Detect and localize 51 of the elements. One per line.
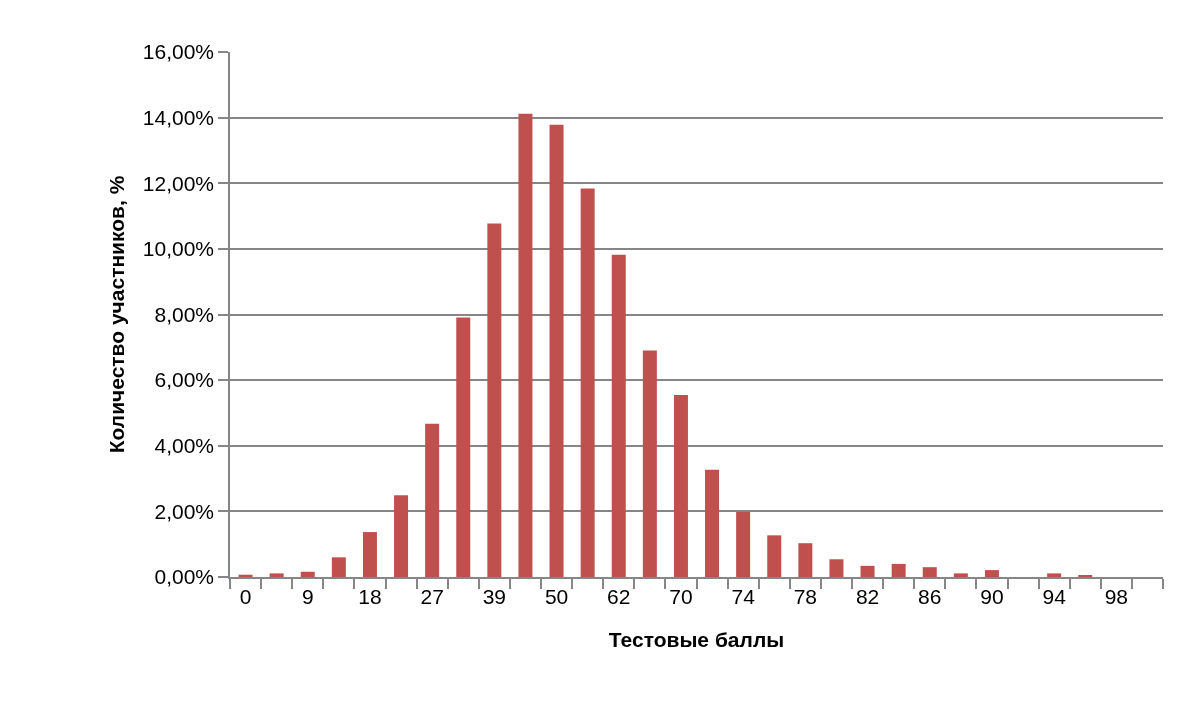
bar xyxy=(425,423,440,577)
bar xyxy=(798,543,813,577)
bar xyxy=(922,567,937,577)
bar xyxy=(331,557,346,577)
bar xyxy=(1047,573,1062,577)
x-tick-label: 70 xyxy=(669,584,693,608)
bar xyxy=(736,512,751,577)
bar xyxy=(642,350,657,577)
bar xyxy=(705,469,720,577)
x-tick-label: 50 xyxy=(544,584,569,608)
y-tick-label: 16,00% xyxy=(142,40,215,64)
x-axis-title: Тестовые баллы xyxy=(608,627,785,651)
x-tick-label: 90 xyxy=(980,584,1004,608)
y-axis-title: Количество участников, % xyxy=(105,175,129,454)
y-tick-label: 6,00% xyxy=(154,368,215,392)
y-tick-label: 2,00% xyxy=(154,499,215,523)
y-tick-label: 8,00% xyxy=(154,302,215,326)
bar xyxy=(860,565,875,577)
x-tick-label: 18 xyxy=(358,584,382,608)
bar xyxy=(518,113,533,577)
bar xyxy=(891,563,906,577)
y-tick-label: 14,00% xyxy=(142,105,215,129)
x-tick-label: 86 xyxy=(918,584,942,608)
bar xyxy=(549,124,564,577)
bar xyxy=(673,394,688,577)
x-tick-label: 98 xyxy=(1104,584,1129,608)
bar xyxy=(829,559,844,577)
y-tick-label: 12,00% xyxy=(142,171,215,195)
bar xyxy=(767,535,782,577)
bar xyxy=(487,223,502,577)
bar xyxy=(269,573,284,577)
x-tick-label: 78 xyxy=(793,584,818,608)
bar xyxy=(984,570,999,577)
y-tick-label: 10,00% xyxy=(142,237,215,261)
bar xyxy=(394,495,409,577)
y-tick-label: 4,00% xyxy=(154,434,215,458)
bar xyxy=(580,188,595,577)
bar xyxy=(362,532,377,577)
bar xyxy=(953,573,968,577)
bar xyxy=(300,571,315,577)
y-tick-label: 0,00% xyxy=(154,565,215,589)
x-tick-label: 82 xyxy=(855,584,880,608)
x-tick-label: 39 xyxy=(482,584,507,608)
x-tick-label: 9 xyxy=(301,584,314,608)
x-tick-label: 27 xyxy=(420,584,444,608)
bar xyxy=(456,317,471,577)
x-tick-label: 74 xyxy=(731,584,756,608)
x-tick-label: 62 xyxy=(607,584,631,608)
x-tick-label: 94 xyxy=(1042,584,1067,608)
x-tick-label: 0 xyxy=(239,584,252,608)
bar xyxy=(611,254,626,577)
